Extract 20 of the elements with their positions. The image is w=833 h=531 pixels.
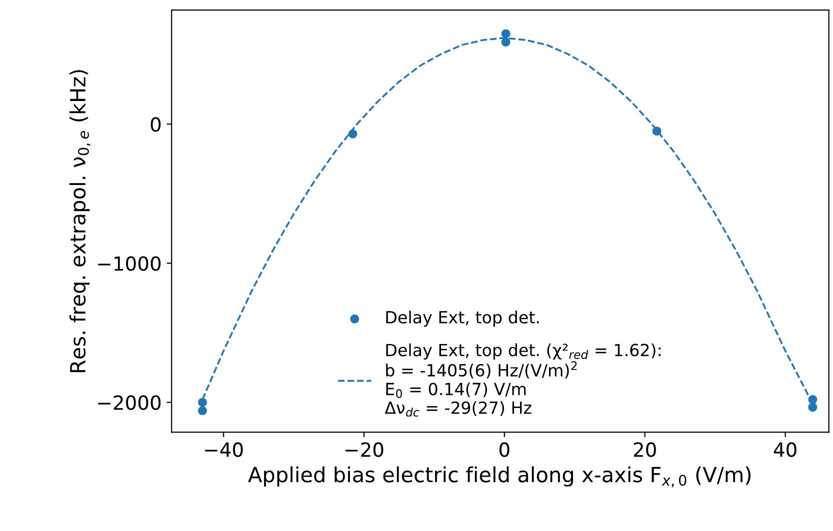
point <box>808 402 818 412</box>
y-tick-label: −2000 <box>98 395 161 410</box>
x-tick-label: 20 <box>634 442 656 458</box>
y-tick-label: −1000 <box>98 256 161 271</box>
point <box>652 126 662 136</box>
point <box>348 129 358 138</box>
point <box>501 38 510 47</box>
x-tick-label: −40 <box>205 442 243 458</box>
x-tick-label: 0 <box>500 442 510 458</box>
point <box>501 29 510 38</box>
x-tick-label: −20 <box>346 442 384 458</box>
point <box>198 406 207 416</box>
point <box>198 398 207 407</box>
legend-label: Delay Ext, top det. <box>386 310 539 327</box>
point <box>808 395 818 404</box>
x-tick-label: 40 <box>774 442 796 458</box>
y-axis-title: Res. freq. extrapol. ν$_{0,e}$ (kHz) <box>70 70 90 372</box>
x-axis-title: Applied bias electric field along x-axis F$_{x,0}$ (V/m) <box>248 466 751 488</box>
text: Delay Ext, top det. (χ²$_{red}$ = 1.62): b = -1405(6) Hz/(V/m)$^{2}$ E$_{0}$ = 0.14(7) V/m Δν$_{dc}$ = -29(27) Hz <box>384 343 660 417</box>
y-tick-label: 0 <box>150 117 161 132</box>
